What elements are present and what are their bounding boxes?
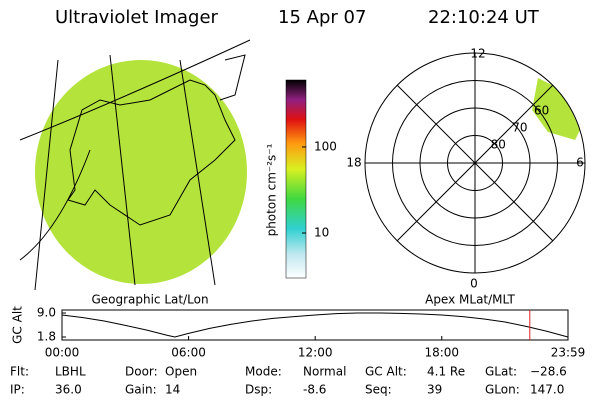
timeline-frame [61, 309, 569, 341]
status-value: Normal [303, 365, 346, 379]
lat-label: 60 [534, 103, 549, 117]
timeline-ylabel: GC Alt [11, 306, 25, 344]
lat-ring [392, 80, 558, 246]
x-tick-label: 00:00 [45, 346, 80, 360]
y-tick-label: 1.8 [37, 330, 56, 344]
date: 15 Apr 07 [278, 7, 366, 28]
earth-image [19, 39, 251, 291]
mlt-label: 18 [346, 156, 361, 170]
x-tick-label: 18:00 [424, 346, 459, 360]
status-label: Flt: [10, 365, 29, 379]
status-value: 4.1 Re [427, 365, 465, 379]
colorbar-tick-label: 100 [314, 139, 337, 153]
polar-plot [365, 53, 585, 273]
status-label: IP: [10, 383, 25, 397]
status-label: Dsp: [245, 383, 272, 397]
status-label: Seq: [365, 383, 392, 397]
x-tick-label: 12:00 [298, 346, 333, 360]
colorbar-tick-label: 10 [314, 226, 329, 240]
status-value: LBHL [55, 365, 86, 379]
status-label: Gain: [125, 383, 157, 397]
lat-label: 70 [512, 120, 527, 134]
y-tick-label: 9.0 [37, 306, 56, 320]
panel-label: Geographic Lat/Lon [91, 293, 208, 307]
status-label: GLon: [485, 383, 520, 397]
gc-alt-line [61, 312, 569, 338]
status-value: 147.0 [530, 383, 564, 397]
status-value: −28.6 [530, 365, 567, 379]
status-label: Mode: [245, 365, 282, 379]
lat-label: 80 [491, 137, 506, 151]
status-value: Open [165, 365, 197, 379]
colorbar-label: photon cm⁻²s⁻¹ [265, 143, 279, 236]
lat-ring [447, 135, 503, 191]
panel-label: Apex MLat/MLT [425, 293, 515, 307]
mlt-label: 0 [470, 277, 478, 291]
x-tick-label: 06:00 [171, 346, 206, 360]
polar-boundary [364, 52, 586, 274]
title: Ultraviolet Imager [55, 7, 219, 28]
lat-ring [419, 107, 531, 219]
status-value: 36.0 [55, 383, 82, 397]
time: 22:10:24 UT [428, 7, 540, 28]
x-tick-label: 23:59 [551, 346, 586, 360]
status-label: GLat: [485, 365, 517, 379]
status-value: -8.6 [303, 383, 326, 397]
status-value: 14 [165, 383, 180, 397]
status-label: Door: [125, 365, 158, 379]
mlt-label: 6 [576, 156, 584, 170]
colorbar [285, 79, 307, 279]
status-label: GC Alt: [365, 365, 407, 379]
status-value: 39 [427, 383, 442, 397]
